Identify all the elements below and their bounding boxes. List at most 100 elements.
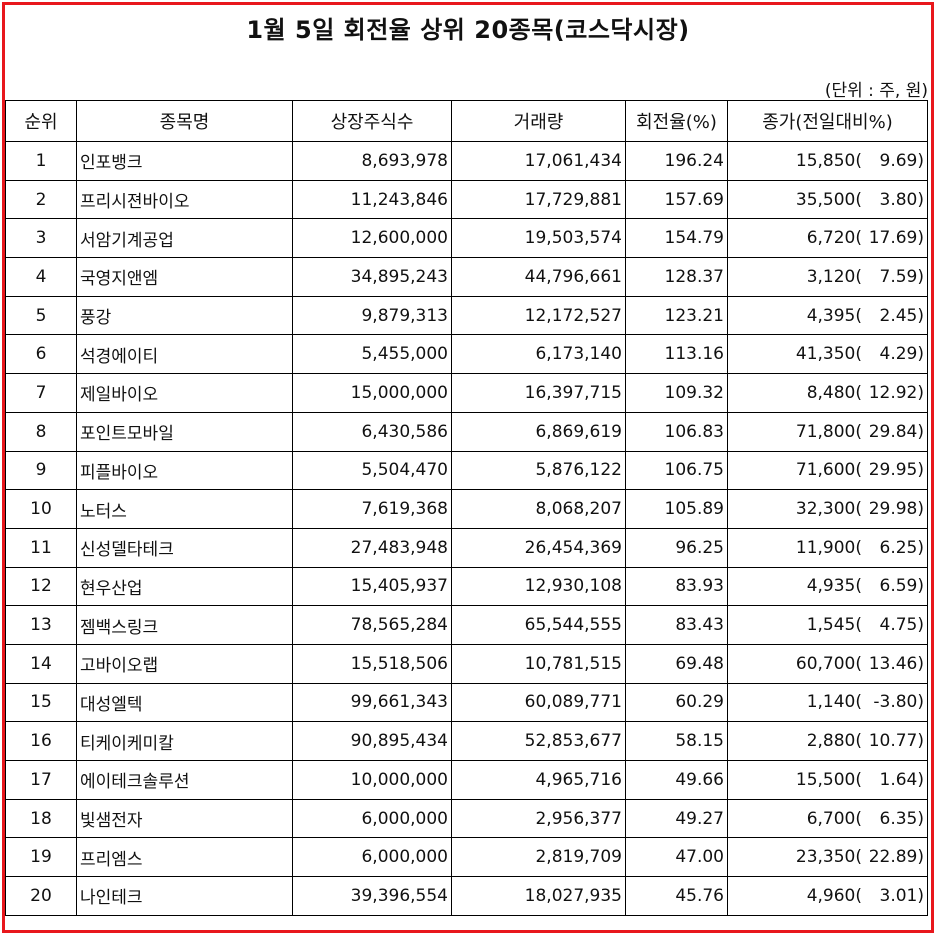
listed-shares-cell: 5,504,470 [292,450,452,491]
rank-cell: 13 [5,605,77,645]
close-price-cell: 15,850(9.69) [727,141,928,181]
header-close: 종가(전일대비%) [727,100,928,142]
close-price-cell: 35,500(3.80) [727,179,928,220]
rank-cell: 1 [5,141,77,181]
table-row: 5 풍강 9,879,313 12,172,527 123.21 4,395(2.45) [5,295,928,336]
turnover-cell: 105.89 [625,489,728,529]
turnover-cell: 49.66 [625,760,728,800]
listed-shares-cell: 90,895,434 [292,721,452,761]
close-price-cell: 71,600(29.95) [727,450,928,491]
stock-name-cell: 프리시젼바이오 [76,179,293,220]
stock-name-cell: 국영지앤엠 [76,257,293,297]
rank-cell: 18 [5,798,77,839]
rank-cell: 11 [5,527,77,568]
stock-name-cell: 신성델타테크 [76,527,293,568]
close-price-cell: 2,880( 10.77) [727,721,928,761]
table-row: 17 에이테크솔루션 10,000,000 4,965,716 49.66 15,500(… [5,760,928,800]
change-percent: 4.29) [879,344,924,365]
listed-shares-cell: 39,396,554 [292,876,452,916]
turnover-cell: 154.79 [625,218,728,259]
turnover-cell: 96.25 [625,527,728,568]
table-row: 6 석경에이티 5,455,000 6,173,140 113.16 41,350(4.2… [5,334,928,375]
rank-cell: 14 [5,643,77,684]
rank-cell: 12 [5,566,77,607]
rank-cell: 7 [5,373,77,413]
change-percent: 6.25) [879,537,924,558]
close-price: 3,120( [806,266,862,287]
change-percent: 10.77) [868,731,924,752]
listed-shares-cell: 6,430,586 [292,411,452,452]
stock-name-cell: 서암기계공업 [76,218,293,259]
close-price: 41,350( [795,344,862,365]
volume-cell: 12,930,108 [451,566,626,607]
table-row: 12 현우산업 15,405,937 12,930,108 83.93 4,935(6.5… [5,566,928,607]
stock-name-cell: 티케이케미칼 [76,721,293,761]
volume-cell: 52,853,677 [451,721,626,761]
listed-shares-cell: 5,455,000 [292,334,452,375]
listed-shares-cell: 8,693,978 [292,141,452,181]
close-price: 4,960( [806,885,862,906]
rank-cell: 5 [5,295,77,336]
listed-shares-cell: 11,243,846 [292,179,452,220]
close-price-cell: 6,720( 17.69) [727,218,928,259]
close-price-cell: 6,700(6.35) [727,798,928,839]
table-row: 15 대성엘텍 99,661,343 60,089,771 60.29 1,140(-3.… [5,682,928,723]
turnover-cell: 83.43 [625,605,728,645]
volume-cell: 17,061,434 [451,141,626,181]
volume-cell: 10,781,515 [451,643,626,684]
close-price: 1,140( [806,692,862,713]
turnover-cell: 109.32 [625,373,728,413]
change-percent: 1.64) [879,769,924,790]
turnover-cell: 157.69 [625,179,728,220]
change-percent: 2.45) [879,305,924,326]
listed-shares-cell: 15,000,000 [292,373,452,413]
turnover-cell: 128.37 [625,257,728,297]
change-percent: 9.69) [879,150,924,171]
listed-shares-cell: 15,405,937 [292,566,452,607]
change-percent: 12.92) [868,382,924,403]
close-price-cell: 1,140(-3.80) [727,682,928,723]
listed-shares-cell: 9,879,313 [292,295,452,336]
listed-shares-cell: 27,483,948 [292,527,452,568]
close-price: 11,900( [795,537,862,558]
table-row: 19 프리엠스 6,000,000 2,819,709 47.00 23,350(22.8… [5,837,928,878]
turnover-cell: 196.24 [625,141,728,181]
stock-name-cell: 고바이오랩 [76,643,293,684]
listed-shares-cell: 6,000,000 [292,798,452,839]
volume-cell: 16,397,715 [451,373,626,413]
close-price-cell: 23,350(22.89) [727,837,928,878]
stock-name-cell: 에이테크솔루션 [76,760,293,800]
listed-shares-cell: 7,619,368 [292,489,452,529]
stock-name-cell: 빛샘전자 [76,798,293,839]
turnover-cell: 83.93 [625,566,728,607]
rank-cell: 8 [5,411,77,452]
header-rank: 순위 [5,100,77,142]
table-row: 10 노터스 7,619,368 8,068,207 105.89 32,300(29.9… [5,489,928,529]
close-price-cell: 4,935(6.59) [727,566,928,607]
change-percent: 29.95) [868,460,924,481]
rank-cell: 3 [5,218,77,259]
close-price: 4,935( [806,576,862,597]
change-percent: 17.69) [868,228,924,249]
rank-cell: 17 [5,760,77,800]
table-row: 2 프리시젼바이오 11,243,846 17,729,881 157.69 35,500… [5,179,928,220]
header-turnover: 회전율(%) [625,100,728,142]
rank-cell: 4 [5,257,77,297]
close-price: 71,800( [795,421,862,442]
page-title: 1월 5일 회전율 상위 20종목(코스닥시장) [246,16,690,44]
listed-shares-cell: 99,661,343 [292,682,452,723]
rank-cell: 20 [5,876,77,916]
volume-cell: 6,173,140 [451,334,626,375]
header-row: 순위 종목명 상장주식수 거래량 회전율(%) 종가(전일대비%) [5,100,928,142]
change-percent: 3.01) [879,885,924,906]
close-price-cell: 4,960( 3.01) [727,876,928,916]
close-price: 6,720( [806,228,862,249]
change-percent: 7.59) [879,266,924,287]
listed-shares-cell: 34,895,243 [292,257,452,297]
rank-cell: 19 [5,837,77,878]
volume-cell: 18,027,935 [451,876,626,916]
volume-cell: 4,965,716 [451,760,626,800]
volume-cell: 17,729,881 [451,179,626,220]
change-percent: 22.89) [868,847,924,868]
close-price: 2,880( [806,731,862,752]
